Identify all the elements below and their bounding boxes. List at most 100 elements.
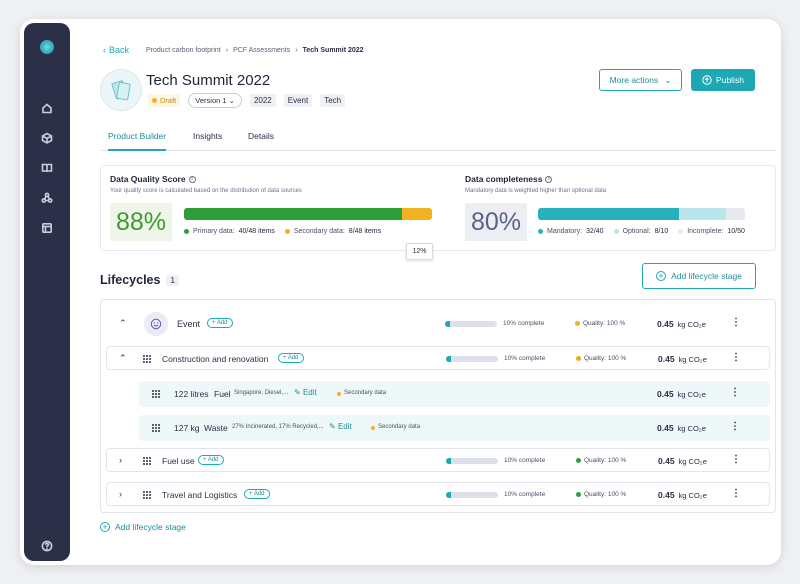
stage-progress bbox=[446, 492, 498, 498]
info-icon[interactable]: i bbox=[188, 175, 196, 183]
status-dot-icon bbox=[152, 98, 157, 103]
primary-dot-icon bbox=[184, 229, 189, 234]
tab-insights[interactable]: Insights bbox=[193, 131, 223, 141]
status-badge: Draft bbox=[148, 94, 181, 107]
book-icon[interactable] bbox=[38, 159, 56, 177]
event-row[interactable]: ⌃ Event + Add 10% complete Quality: 100 … bbox=[101, 306, 775, 342]
add-pill-button[interactable]: + Add bbox=[278, 353, 304, 363]
tab-product-builder[interactable]: Product Builder bbox=[108, 131, 167, 151]
publish-button[interactable]: Publish bbox=[691, 69, 755, 91]
add-lifecycle-stage-button[interactable]: + Add lifecycle stage bbox=[642, 263, 756, 289]
logo-icon[interactable] bbox=[40, 40, 54, 54]
kebab-menu-icon[interactable]: ⋮ bbox=[731, 488, 741, 499]
add-lifecycle-stage-link[interactable]: + Add lifecycle stage bbox=[100, 522, 186, 532]
event-progress bbox=[445, 321, 497, 327]
kebab-menu-icon[interactable]: ⋮ bbox=[731, 352, 741, 363]
sidebar bbox=[24, 23, 70, 561]
item-source: Secondary data bbox=[344, 390, 387, 396]
mandatory-segment[interactable] bbox=[538, 208, 679, 220]
chevron-left-icon: ‹ bbox=[103, 45, 106, 55]
version-select[interactable]: Version 1 ⌄ bbox=[188, 93, 242, 108]
kebab-menu-icon[interactable]: ⋮ bbox=[730, 387, 740, 398]
kebab-menu-icon[interactable]: ⋮ bbox=[730, 421, 740, 432]
drag-handle-icon[interactable] bbox=[143, 355, 151, 363]
drag-handle-icon[interactable] bbox=[152, 424, 160, 432]
optional-dot-icon bbox=[613, 229, 619, 234]
app-frame: ‹ Back Product carbon footprint › PCF As… bbox=[20, 19, 781, 565]
stage-value: 0.45 kg CO₂e bbox=[658, 456, 707, 466]
secondary-dot-icon bbox=[284, 229, 290, 234]
tab-details[interactable]: Details bbox=[248, 131, 274, 141]
optional-segment[interactable] bbox=[678, 208, 727, 220]
chevron-right-icon[interactable]: › bbox=[119, 455, 122, 465]
stage-quality: Quality: 100 % bbox=[584, 491, 627, 498]
chevron-right-icon[interactable]: › bbox=[119, 489, 122, 499]
back-link[interactable]: ‹ Back bbox=[103, 45, 130, 55]
quality-legend: Primary data: 40/48 items Secondary data… bbox=[184, 228, 387, 235]
more-actions-button[interactable]: More actions ⌄ bbox=[599, 69, 682, 91]
upload-icon bbox=[702, 75, 712, 85]
breadcrumb-separator: › bbox=[225, 46, 229, 54]
pencil-icon: ✎ bbox=[294, 388, 301, 397]
stage-value: 0.45 kg CO₂e bbox=[658, 354, 707, 364]
secondary-data-segment[interactable] bbox=[402, 208, 432, 220]
primary-data-segment[interactable] bbox=[184, 208, 403, 220]
progress-fill bbox=[446, 458, 452, 464]
edit-button[interactable]: ✎ Edit bbox=[329, 422, 352, 431]
drag-handle-icon[interactable] bbox=[152, 390, 160, 398]
layout-icon[interactable] bbox=[38, 219, 56, 237]
tag: 2022 bbox=[249, 94, 276, 107]
stage-row[interactable]: › Fuel use + Add 10% complete Quality: 1… bbox=[106, 448, 770, 472]
stage-row[interactable]: ⌃ Construction and renovation + Add 10% … bbox=[106, 346, 770, 370]
kebab-menu-icon[interactable]: ⋮ bbox=[731, 454, 741, 465]
completeness-title: Data completeness bbox=[465, 174, 543, 184]
stage-row[interactable]: › Travel and Logistics + Add 10% complet… bbox=[106, 482, 770, 506]
chevron-down-icon: ⌄ bbox=[664, 74, 672, 85]
incomplete-dot-icon bbox=[678, 229, 684, 234]
kebab-menu-icon[interactable]: ⋮ bbox=[731, 317, 741, 328]
item-source: Secondary data bbox=[378, 424, 421, 430]
stage-complete: 10% complete bbox=[504, 491, 546, 498]
breadcrumb-item[interactable]: PCF Assessments bbox=[233, 46, 291, 54]
pencil-icon: ✎ bbox=[329, 422, 336, 431]
stage-quality: Quality: 100 % bbox=[584, 355, 627, 362]
help-icon[interactable] bbox=[38, 537, 56, 555]
breadcrumb-item[interactable]: Product carbon footprint bbox=[146, 46, 221, 54]
chevron-up-icon[interactable]: ⌃ bbox=[119, 318, 127, 328]
edit-button[interactable]: ✎ Edit bbox=[294, 388, 317, 397]
page-title: Tech Summit 2022 bbox=[146, 72, 271, 89]
lifecycle-panel: ⌃ Event + Add 10% complete Quality: 100 … bbox=[100, 299, 776, 513]
info-icon[interactable]: i bbox=[545, 175, 553, 183]
quality-dot-icon bbox=[576, 356, 581, 361]
tag: Event bbox=[283, 94, 313, 107]
tab-bar: Product Builder Insights Details bbox=[100, 131, 776, 151]
home-icon[interactable] bbox=[38, 99, 56, 117]
drag-handle-icon[interactable] bbox=[143, 457, 151, 465]
add-pill-button[interactable]: + Add bbox=[244, 489, 270, 499]
chevron-up-icon[interactable]: ⌃ bbox=[119, 353, 127, 363]
cube-icon[interactable] bbox=[38, 129, 56, 147]
progress-fill bbox=[446, 492, 452, 498]
breadcrumb: ‹ Back Product carbon footprint › PCF As… bbox=[103, 45, 364, 55]
mandatory-dot-icon bbox=[538, 229, 543, 234]
secondary-dot-icon bbox=[337, 392, 341, 396]
item-detail: Singapore, Diesel,... bbox=[234, 390, 289, 396]
chevron-down-icon: ⌄ bbox=[228, 96, 235, 105]
stage-name: Construction and renovation bbox=[162, 354, 269, 364]
item-row[interactable]: 122 litres Fuel Singapore, Diesel,... ✎ … bbox=[139, 381, 770, 407]
add-pill-button[interactable]: + Add bbox=[198, 455, 224, 465]
quality-dot-icon bbox=[576, 458, 581, 463]
quality-score-title: Data Quality Score bbox=[110, 174, 186, 184]
item-qty: 122 litres bbox=[174, 389, 209, 399]
breadcrumb-separator: › bbox=[295, 46, 298, 54]
network-icon[interactable] bbox=[38, 189, 56, 207]
event-complete: 10% complete bbox=[503, 320, 545, 327]
add-pill-button[interactable]: + Add bbox=[207, 318, 233, 328]
quality-score-header: Data Quality Score i Your quality score i… bbox=[110, 174, 302, 194]
item-row[interactable]: 127 kg Waste 27% Incinerated, 17% Recycl… bbox=[139, 415, 770, 441]
secondary-tooltip: 12% bbox=[406, 243, 433, 260]
quality-score-value: 88% bbox=[110, 203, 172, 241]
drag-handle-icon[interactable] bbox=[143, 491, 151, 499]
item-qty: 127 kg bbox=[174, 423, 200, 433]
stage-complete: 10% complete bbox=[504, 457, 546, 464]
